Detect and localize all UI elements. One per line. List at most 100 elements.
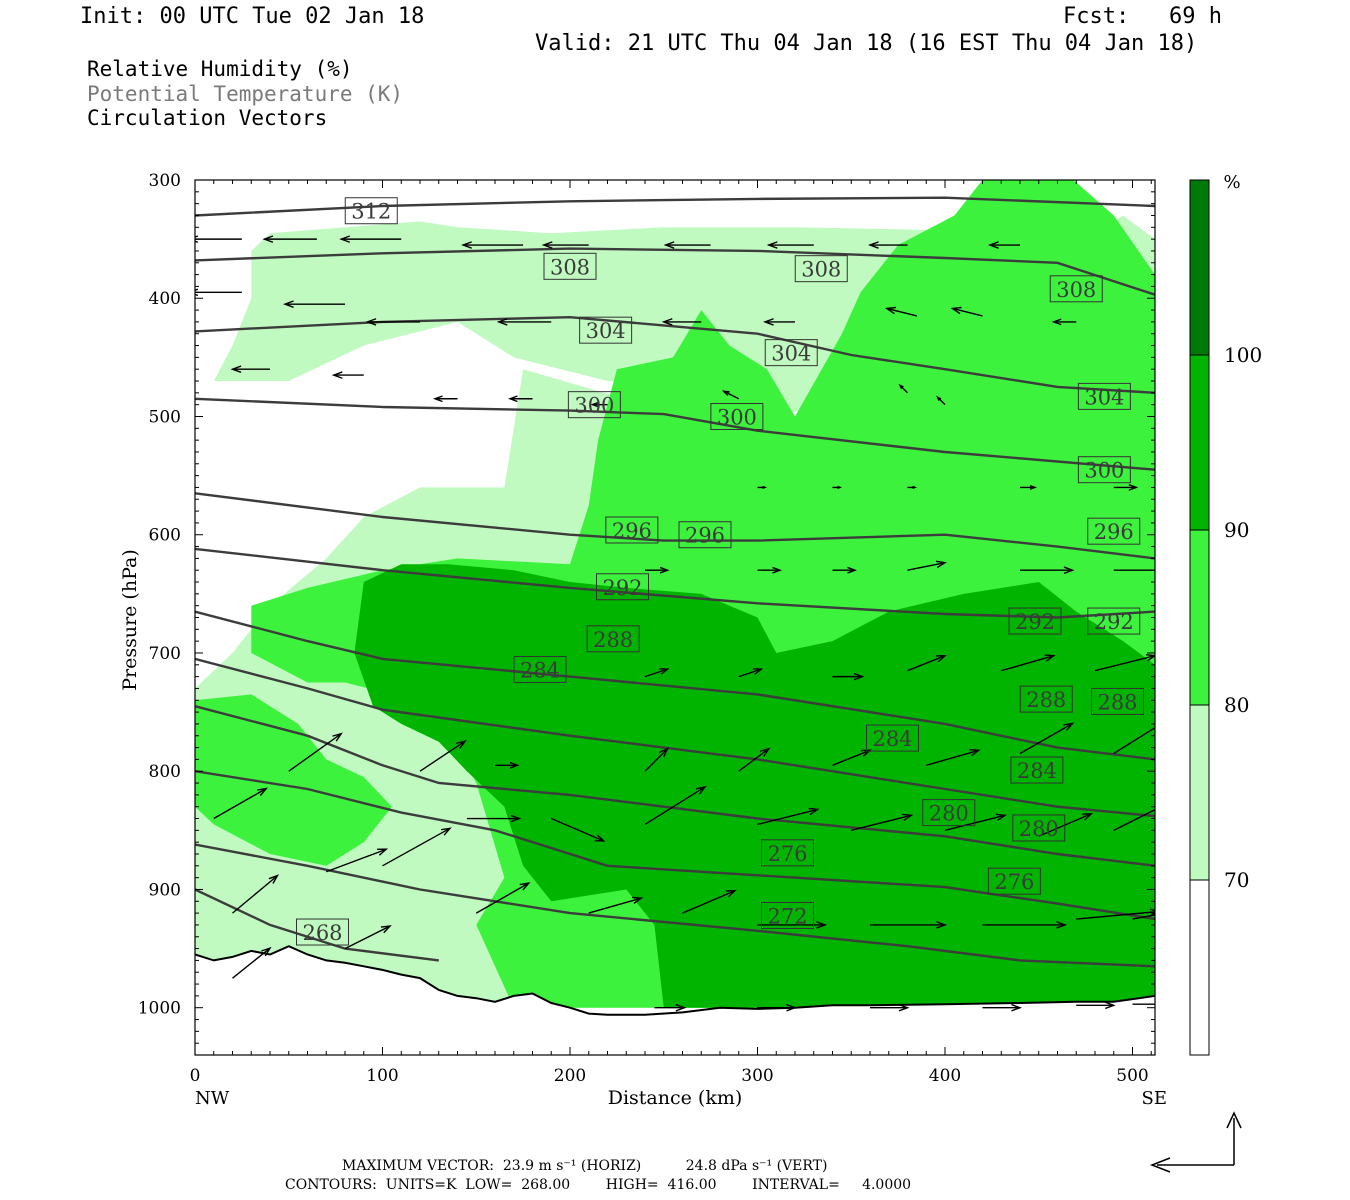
theta-label-text: 300 [1084,459,1124,483]
vector-shaft [344,925,391,950]
theta-label-box [987,867,1041,895]
theta-contour-312 [195,196,1155,217]
theta-label-text: 276 [767,842,807,866]
vector-head [816,921,828,929]
vector-head [898,383,904,390]
circulation-vector [1094,654,1155,672]
vector-shaft [550,817,605,842]
vector-shaft [382,827,451,867]
theta-contour-268 [195,888,439,962]
vector-head [969,748,981,757]
vector-shaft [419,740,466,772]
circulation-vector [870,921,948,929]
vector-shaft [832,749,871,766]
vector-shaft [907,655,946,672]
circulation-vector [644,747,669,772]
circulation-vector [344,925,392,950]
vector-head [230,365,242,373]
vector-head [507,395,518,403]
circulation-vector [282,300,345,308]
vector-head [455,740,467,749]
vector-shaft [738,668,762,678]
vector-head [519,882,531,891]
colorbar-frame [1189,179,1210,1056]
circulation-vector [230,365,270,373]
circulation-vector [832,672,865,681]
theta-label-box [543,252,597,280]
vector-head [1104,1001,1116,1010]
vector-head [1165,716,1174,723]
theta-label-box [1087,607,1141,635]
x-tick-label: 200 [554,1066,586,1086]
theta-label-box [596,573,649,601]
theta-label-text: 292 [602,576,642,600]
theta-contour-label: 268 [296,918,349,946]
vector-head [432,395,443,403]
vector-head [663,241,675,249]
circulation-vector [762,318,795,326]
theta-label-box [761,901,814,929]
vector-head [725,889,737,898]
circulation-vector [1020,566,1075,575]
max-vector-note: MAXIMUM VECTOR: 23.9 m s⁻¹ (HORIZ) 24.8 … [342,1158,828,1174]
circulation-vector [987,241,1020,249]
vector-head [262,235,274,243]
field-label-vectors: Circulation Vectors [87,106,328,130]
vector-head [1063,566,1075,575]
vector-head [853,672,865,681]
colorbar-segment [1190,530,1209,705]
vector-shaft [1113,808,1155,831]
theta-contour-label: 280 [1012,814,1066,842]
vector-shaft [926,749,979,766]
vector-head [902,813,914,822]
theta-contour-label: 296 [678,521,732,549]
circulation-vector [461,241,524,249]
vector-shaft [232,875,278,914]
colorbar-level-label: 70 [1224,868,1249,892]
vector-head [995,813,1007,822]
colorbar-segment [1190,355,1209,530]
vector-head [510,814,522,823]
circulation-vector [466,814,522,823]
vector-head [1011,1003,1023,1012]
circulation-vector [832,485,843,490]
colorbar-segment [1190,705,1209,880]
vector-head [377,848,389,856]
colorbar-segment [1190,180,1209,355]
vector-head [762,485,768,490]
circulation-vector [907,485,918,490]
theta-contour-label: 288 [586,625,640,653]
vector-head [867,241,879,249]
theta-label-box [678,521,732,549]
field-label-rh: Relative Humidity (%) [87,57,353,81]
y-axis-label: Pressure (hPa) [119,549,141,691]
vector-head [658,747,669,758]
theta-label-box [1019,685,1073,713]
theta-label-text: 284 [1017,759,1057,783]
colorbar-level-label: 100 [1224,343,1262,367]
x-end-label-right: SE [1142,1088,1167,1109]
theta-label-text: 304 [771,342,811,366]
vector-shaft [738,748,770,772]
theta-contour-label: 292 [596,573,649,601]
vector-shaft [851,814,912,832]
circulation-vector [365,318,420,326]
theta-contour-label: 304 [1077,382,1131,410]
theta-label-text: 288 [1097,690,1137,714]
theta-label-box [761,839,814,867]
vector-head [1161,1001,1170,1007]
theta-contour-label: 288 [1091,687,1144,715]
vector-head [772,566,783,574]
vector-head [762,318,774,326]
theta-label-text: 272 [767,904,807,928]
contour-info: CONTOURS: UNITS=K LOW= 268.00 HIGH= 416.… [285,1177,912,1193]
terrain-line [195,945,1155,1016]
vector-head [1128,484,1139,491]
vector-head [1044,654,1056,662]
circulation-vector [213,787,269,820]
vector-shaft [288,733,342,772]
circulation-vector [1113,484,1139,491]
vector-head [541,241,553,249]
terrain-mask [195,946,1155,1055]
vector-head [950,306,962,315]
